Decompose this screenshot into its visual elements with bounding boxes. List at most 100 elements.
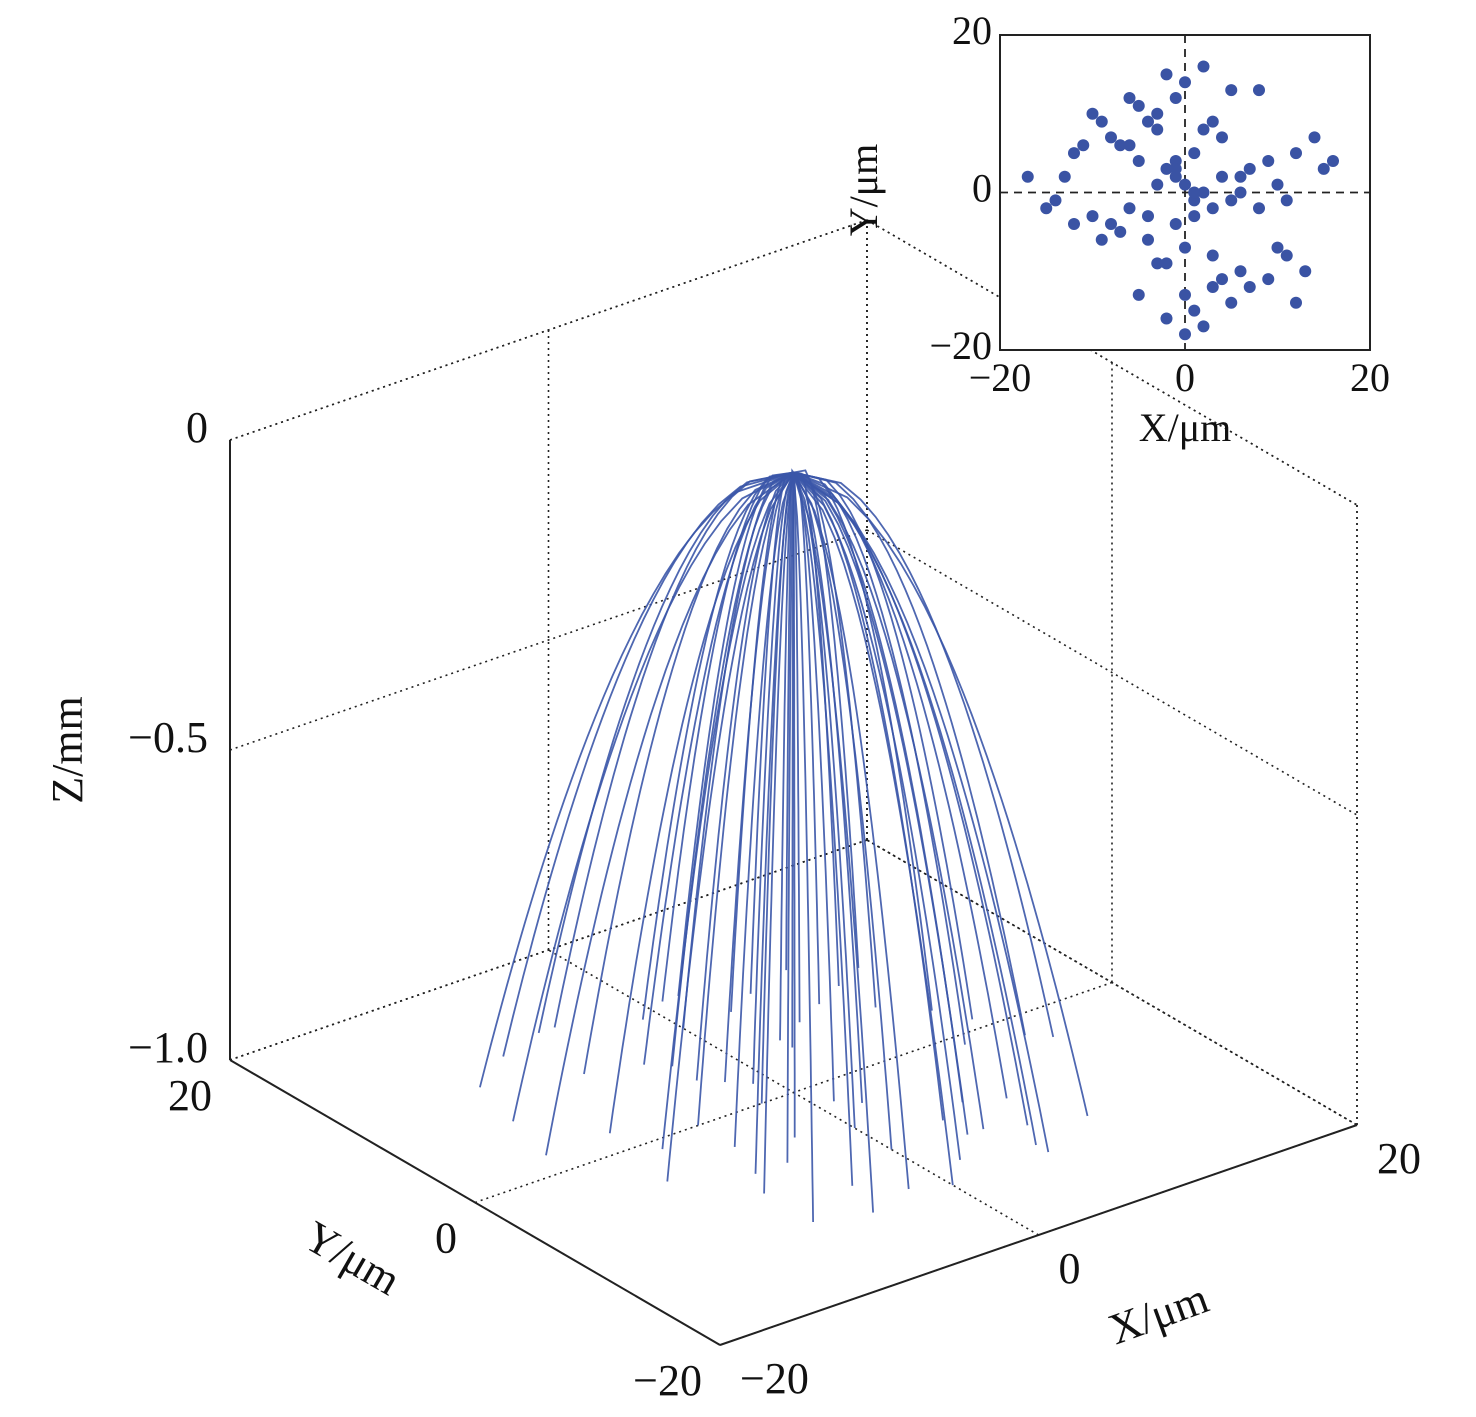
scatter-point <box>1077 139 1090 152</box>
scatter-point <box>1206 115 1219 128</box>
scatter-point <box>1160 68 1173 81</box>
scatter-point <box>1188 147 1201 160</box>
trajectory <box>792 472 801 1023</box>
trajectory <box>682 471 794 1029</box>
scatter-point <box>1142 115 1154 128</box>
scatter-point <box>1142 233 1154 246</box>
scatter-point <box>1068 218 1080 230</box>
trajectory <box>792 471 964 1103</box>
y-tick-label: 20 <box>168 1071 212 1120</box>
scatter-point <box>1132 288 1145 301</box>
z-tick-label: −1.0 <box>128 1023 208 1072</box>
scatter-point <box>1243 162 1256 175</box>
trajectory <box>553 471 794 1028</box>
trajectory <box>545 471 795 1156</box>
scatter-point <box>1290 147 1302 160</box>
trajectory <box>695 471 795 1081</box>
trajectory <box>608 471 795 1134</box>
scatter-point <box>1262 155 1275 167</box>
trajectory <box>792 471 1050 1153</box>
scatter-point <box>1216 273 1228 286</box>
z-axis-label: Z/mm <box>43 696 92 804</box>
grid-line <box>474 362 1113 1204</box>
scatter-point <box>1188 186 1201 199</box>
trajectory <box>792 472 814 1223</box>
scatter-point <box>1234 170 1247 183</box>
trajectory <box>792 472 874 1213</box>
scatter-point <box>1160 257 1173 270</box>
scatter-point <box>1151 257 1164 270</box>
scatter-point <box>1095 233 1108 246</box>
scatter-point <box>1188 304 1201 317</box>
trajectory <box>792 472 910 1190</box>
scatter-point <box>1142 210 1154 223</box>
x-tick-label: −20 <box>740 1354 809 1403</box>
x-tick-label: 0 <box>1175 355 1195 400</box>
axis-line <box>229 440 1358 1346</box>
scatter-point <box>1197 320 1210 333</box>
scatter-point <box>1179 241 1191 254</box>
grid-line <box>229 220 868 1061</box>
scatter-point <box>1114 139 1127 152</box>
scatter-point <box>1206 249 1219 262</box>
scatter-point <box>1151 107 1164 120</box>
scatter-point <box>1271 178 1284 191</box>
scatter-point <box>1086 210 1099 223</box>
trajectory <box>752 472 795 1084</box>
trajectory <box>785 468 795 971</box>
scatter-point <box>1179 178 1191 191</box>
trajectory <box>749 471 794 994</box>
trajectory <box>793 471 1055 1038</box>
z-tick-label: −0.5 <box>128 713 208 762</box>
scatter-point <box>1206 281 1219 293</box>
scatter-point <box>1132 99 1145 112</box>
scatter-point <box>1132 155 1145 167</box>
y-tick-label: 0 <box>435 1214 457 1263</box>
trajectory <box>793 471 877 1008</box>
trajectory <box>792 471 944 1121</box>
trajectory <box>537 471 794 1034</box>
scatter-point <box>1040 202 1053 215</box>
trajectory <box>792 472 835 1102</box>
scatter-point <box>1234 265 1247 278</box>
trajectory <box>792 471 961 1161</box>
trajectory <box>793 471 1008 1099</box>
trajectory <box>793 471 1089 1117</box>
scatter-point <box>1225 194 1238 207</box>
scatter-point <box>1262 273 1275 286</box>
trajectory <box>786 472 795 1163</box>
scatter-point <box>1058 170 1071 183</box>
scatter-point <box>1179 76 1191 89</box>
trajectory <box>779 472 795 1041</box>
trajectory <box>793 471 974 1020</box>
scatter-point <box>1095 115 1108 128</box>
scatter-point <box>1225 84 1238 97</box>
trajectory <box>763 472 795 1194</box>
scatter-point <box>1280 194 1293 207</box>
x-tick-label: −20 <box>969 355 1032 400</box>
trajectory <box>793 471 1026 1036</box>
trajectory <box>792 472 796 1138</box>
scatter-point <box>1308 131 1321 144</box>
scatter-point <box>1271 241 1284 254</box>
trajectory <box>792 472 856 1129</box>
scatter-point <box>1188 210 1201 223</box>
trajectory <box>502 471 794 1057</box>
x-tick-label: 20 <box>1377 1134 1421 1183</box>
z-tick-label: 0 <box>186 403 208 452</box>
scatter-point <box>1151 123 1164 136</box>
trajectory <box>792 471 985 1130</box>
trajectory <box>479 471 794 1088</box>
y-axis-label: Y/μm <box>841 144 886 237</box>
y-tick-label: −20 <box>633 1356 702 1405</box>
scatter-point <box>1299 265 1312 278</box>
scatter-point <box>1290 296 1302 309</box>
scatter-point <box>1317 162 1330 175</box>
scatter-point <box>1253 202 1265 215</box>
scatter-point <box>1216 131 1228 144</box>
scatter-point <box>1114 225 1127 238</box>
trajectory <box>661 471 795 1150</box>
scatter-point <box>1160 312 1173 325</box>
scatter-point <box>1169 218 1182 230</box>
y-axis-label: Y/μm <box>296 1212 409 1305</box>
